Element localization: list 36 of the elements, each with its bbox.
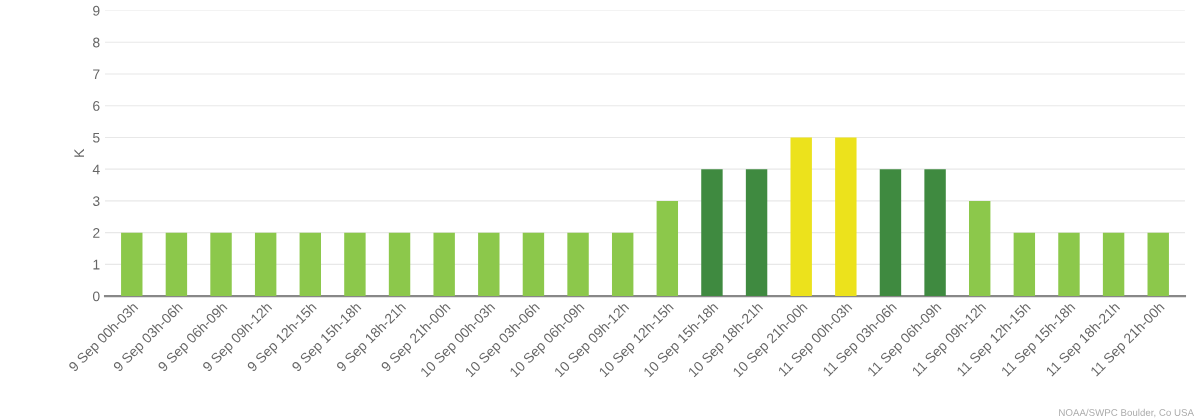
- y-tick-label: 8: [93, 37, 100, 48]
- y-tick-label: 7: [93, 69, 100, 79]
- y-tick-label: 0: [92, 291, 100, 302]
- y-tick-label: 2: [93, 227, 100, 238]
- y-tick-label: 3: [92, 196, 100, 207]
- y-tick-label: 4: [92, 164, 100, 175]
- bar: [478, 232, 500, 297]
- bar: [924, 169, 946, 297]
- bar: [210, 232, 232, 297]
- bar: [388, 232, 411, 297]
- y-axis-title: K: [74, 148, 84, 157]
- bar: [656, 200, 679, 297]
- bar: [567, 232, 589, 297]
- y-tick-label: 6: [93, 101, 100, 111]
- bar: [1102, 232, 1125, 297]
- bar: [433, 232, 455, 297]
- bar: [745, 169, 768, 297]
- text: NOAA/SWPC Boulder, Co USA: [1059, 408, 1194, 418]
- bar: [1058, 232, 1080, 297]
- bar: [1147, 232, 1169, 297]
- bar: [879, 169, 902, 297]
- bar: [790, 137, 812, 297]
- y-tick-label: 9: [93, 5, 100, 16]
- bar: [1013, 232, 1036, 297]
- bar: [969, 200, 991, 297]
- bar: [165, 232, 188, 297]
- bar: [254, 232, 277, 297]
- bar: [344, 232, 366, 297]
- bar: [522, 232, 545, 297]
- y-tick-label: 5: [92, 132, 100, 143]
- bar: [701, 169, 723, 297]
- bar: [299, 232, 321, 297]
- y-tick-label: 1: [93, 259, 100, 270]
- bar: [835, 137, 857, 297]
- bar: [611, 232, 634, 297]
- bar: [121, 232, 143, 297]
